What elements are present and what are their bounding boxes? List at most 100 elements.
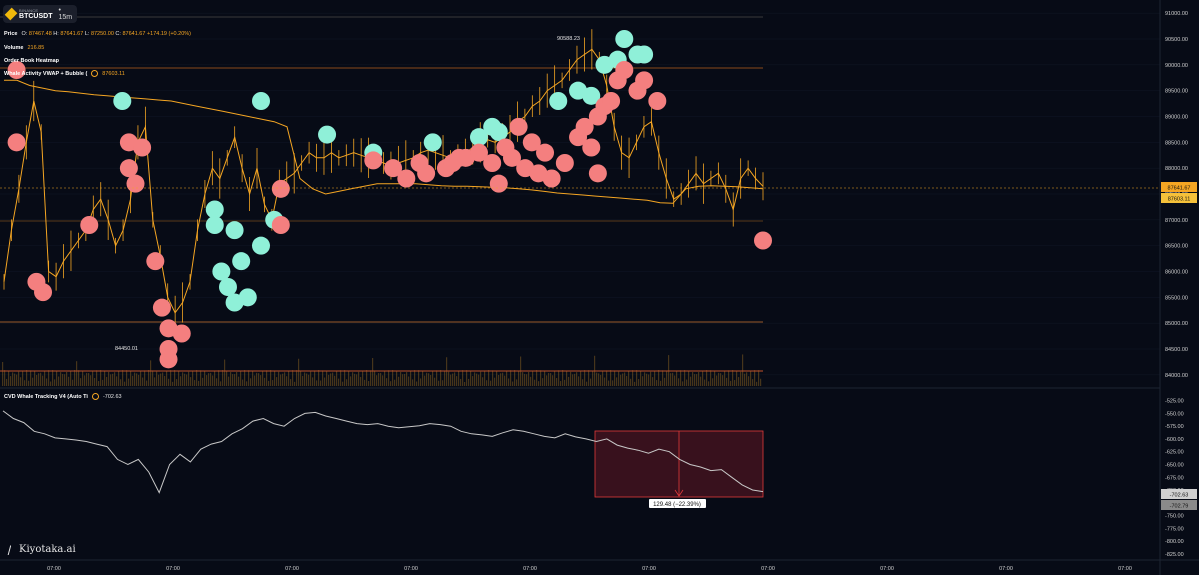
volume-bar: [544, 371, 546, 386]
volume-bar: [2, 362, 4, 386]
volume-legend[interactable]: Volume 216.85: [4, 45, 44, 51]
volume-bar: [442, 380, 444, 386]
volume-bar: [382, 375, 384, 386]
volume-bar: [64, 374, 66, 386]
volume-bar: [584, 370, 586, 386]
volume-bar: [46, 378, 48, 386]
volume-bar: [236, 372, 238, 386]
volume-bar: [630, 378, 632, 386]
volume-bar: [228, 376, 230, 386]
volume-bar: [438, 380, 440, 386]
volume-bar: [402, 374, 404, 386]
volume-value: 216.85: [27, 45, 45, 51]
volume-bar: [248, 370, 250, 386]
volume-bar: [422, 371, 424, 386]
volume-bar: [562, 370, 564, 386]
brand-logo[interactable]: Kiyotaka.ai: [7, 544, 76, 555]
volume-bar: [432, 371, 434, 386]
binance-logo-icon: [4, 7, 18, 21]
whale-vwap-legend[interactable]: Whale Activity VWAP + Bubble ( 87603.11: [4, 70, 125, 77]
volume-bar: [8, 370, 10, 386]
sell-bubble: [469, 143, 488, 162]
volume-bar: [716, 375, 718, 386]
volume-bar: [434, 377, 436, 386]
volume-bar: [126, 370, 128, 386]
volume-bar: [592, 371, 594, 386]
sell-bubble: [34, 283, 53, 302]
volume-bar: [266, 370, 268, 386]
volume-bar: [218, 370, 220, 386]
volume-bar: [150, 360, 152, 386]
buy-bubble: [252, 92, 270, 110]
volume-bar: [582, 379, 584, 386]
volume-bar: [676, 371, 678, 386]
price-tick-label: 90500.00: [1165, 37, 1188, 43]
time-axis[interactable]: 07:00 07:00 07:00 07:00 07:00 07:00 07:00 07:00…: [47, 566, 1132, 572]
volume-bar: [634, 381, 636, 386]
volume-bar: [38, 373, 40, 386]
volume-bar: [176, 379, 178, 386]
timeframe-label[interactable]: • 15m: [58, 7, 73, 21]
cvd-tick-label: -625.00: [1165, 450, 1184, 456]
volume-bar: [44, 371, 46, 386]
volume-bar: [82, 371, 84, 386]
buy-bubble: [113, 92, 132, 110]
volume-bar: [88, 373, 90, 386]
cvd-line: [2, 410, 764, 494]
volume-bar: [192, 370, 194, 386]
volume-bar: [268, 380, 270, 386]
price-axis[interactable]: 91000.00 90500.00 90000.00 89500.00 89000.00…: [1165, 11, 1188, 379]
volume-bar: [306, 373, 308, 386]
price-legend[interactable]: Price O: 87467.48 H: 87641.67 L: 87250.0…: [4, 31, 191, 37]
change-value: +174.19: [146, 31, 167, 37]
price-tick-label: 88500.00: [1165, 140, 1188, 146]
volume-bar: [696, 374, 698, 386]
measure-label: 129.48 (−22.39%): [653, 502, 701, 508]
buy-bubble: [212, 262, 231, 281]
cvd-settings-icon[interactable]: [91, 393, 99, 400]
volume-bar: [482, 377, 484, 386]
volume-bar: [578, 376, 580, 386]
sell-bubble: [80, 216, 99, 234]
volume-bar: [428, 373, 430, 386]
volume-bar: [596, 372, 598, 386]
volume-bar: [244, 370, 246, 386]
volume-bar: [26, 370, 28, 386]
symbol-badge[interactable]: BINANCE BTCUSDT • 15m: [3, 5, 77, 23]
cvd-tick-label: -600.00: [1165, 437, 1184, 443]
price-tick-label: 89500.00: [1165, 89, 1188, 95]
measure-arrow-head-icon: [674, 489, 684, 497]
volume-bar: [264, 377, 266, 386]
volume-bar: [170, 370, 172, 386]
volume-bar: [686, 379, 688, 386]
volume-bar: [700, 376, 702, 386]
price-legend-title: Price: [4, 31, 18, 37]
volume-bar: [196, 370, 198, 386]
volume-bar: [570, 371, 572, 386]
sell-bubble: [146, 252, 165, 271]
volume-bar: [286, 376, 288, 386]
volume-bar: [666, 371, 668, 386]
volume-bar: [182, 372, 184, 386]
volume-bar: [62, 373, 64, 386]
volume-bar: [148, 370, 150, 386]
volume-bar: [394, 379, 396, 386]
heatmap-legend[interactable]: Order Book Heatmap: [4, 58, 59, 64]
volume-bar: [4, 370, 6, 386]
volume-bar: [294, 381, 296, 386]
low-value: 87250.00: [90, 31, 114, 37]
volume-bar: [530, 376, 532, 386]
volume-bar: [674, 375, 676, 386]
volume-bar: [430, 374, 432, 386]
volume-bar: [694, 374, 696, 386]
volume-bar: [490, 380, 492, 386]
volume-bar: [708, 381, 710, 386]
volume-bar: [106, 376, 108, 386]
volume-bar: [612, 380, 614, 386]
volume-bar: [664, 377, 666, 386]
indicator-settings-icon[interactable]: [91, 70, 99, 77]
volume-bar: [28, 380, 30, 386]
cvd-legend[interactable]: CVD Whale Tracking V4 (Auto Ti -702.63: [4, 393, 122, 400]
volume-bar: [752, 379, 754, 386]
